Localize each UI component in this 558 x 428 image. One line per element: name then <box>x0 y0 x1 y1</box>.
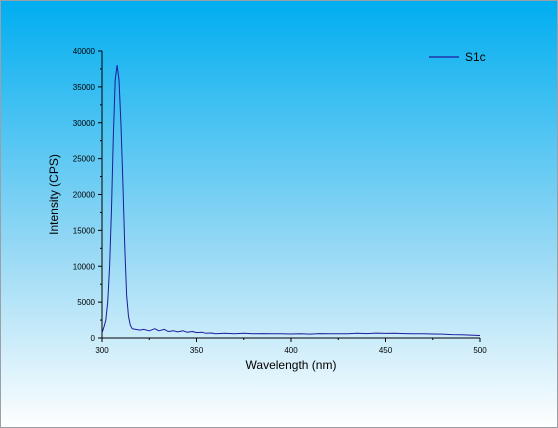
y-tick-label: 40000 <box>73 47 96 56</box>
y-tick-label: 10000 <box>73 262 96 271</box>
y-tick-label: 25000 <box>73 155 96 164</box>
x-tick-label: 300 <box>95 346 109 355</box>
x-tick-label: 450 <box>379 346 393 355</box>
x-tick-label: 350 <box>190 346 204 355</box>
legend-label-s1c: S1c <box>465 50 486 64</box>
y-tick-label: 15000 <box>73 226 96 235</box>
x-tick-label: 500 <box>473 346 487 355</box>
y-tick-label: 35000 <box>73 83 96 92</box>
x-tick-label: 400 <box>284 346 298 355</box>
y-tick-label: 20000 <box>73 191 96 200</box>
y-tick-label: 0 <box>91 334 96 343</box>
y-tick-label: 30000 <box>73 119 96 128</box>
axes-group <box>98 50 481 342</box>
legend: S1c <box>429 50 486 64</box>
series-line-s1c <box>101 64 481 336</box>
y-tick-label: 5000 <box>77 298 95 307</box>
x-axis-title: Wavelength (nm) <box>246 358 337 372</box>
labels-group: Wavelength (nm) Intensity (CPS) 0 5000 100… <box>47 47 487 372</box>
series-group <box>101 64 481 336</box>
y-axis-title: Intensity (CPS) <box>47 154 61 235</box>
